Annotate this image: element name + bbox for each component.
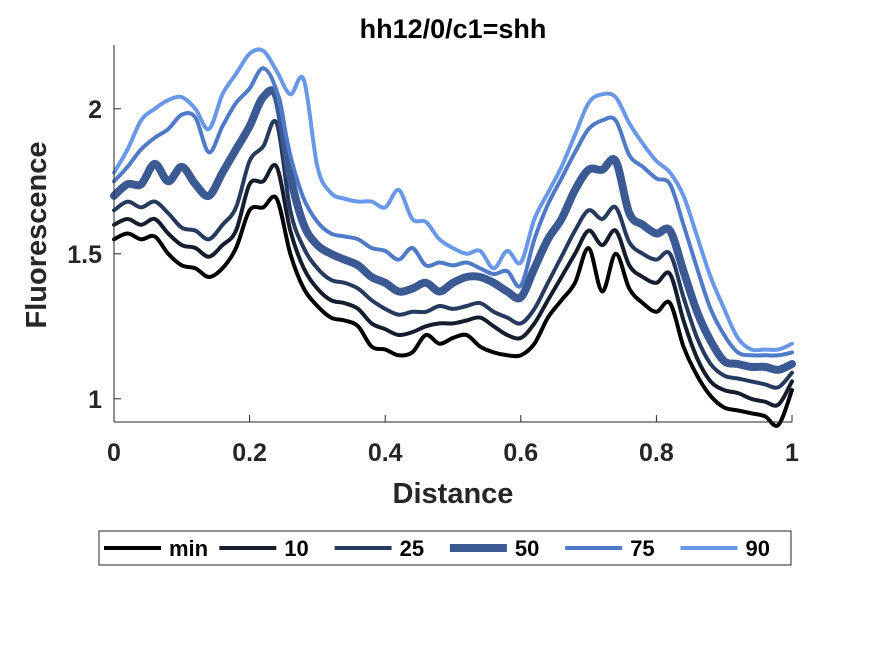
series-line-75 xyxy=(112,66,794,358)
x-tick-label: 0 xyxy=(107,439,121,467)
axes xyxy=(113,45,792,423)
x-tick-label: 0.2 xyxy=(232,439,267,467)
y-axis-label: Fluorescence xyxy=(21,142,53,329)
y-ticks: 11.52 xyxy=(67,96,121,414)
y-tick-label: 1 xyxy=(88,386,102,414)
x-tick-label: 0.4 xyxy=(368,439,403,467)
legend-label-75: 75 xyxy=(630,536,654,561)
x-ticks: 0 0.2 0.4 0.6 0.8 1 xyxy=(107,415,799,467)
series-line-10 xyxy=(112,162,794,408)
series-line-50 xyxy=(110,86,796,374)
legend-label-90: 90 xyxy=(746,536,770,561)
legend-label-50: 50 xyxy=(515,536,539,561)
x-tick-label: 1 xyxy=(785,439,799,467)
series-line-25 xyxy=(112,118,794,390)
x-tick-label: 0.6 xyxy=(503,439,538,467)
y-tick-label: 1.5 xyxy=(67,241,102,269)
x-axis-label: Distance xyxy=(393,478,514,510)
legend-label-10: 10 xyxy=(284,536,308,561)
legend-box xyxy=(98,530,792,566)
chart-title: hh12/0/c1=shh xyxy=(360,14,547,44)
plot-lines xyxy=(110,47,796,428)
legend: min 10 25 50 75 90 xyxy=(98,530,792,566)
y-tick-label: 2 xyxy=(88,96,102,124)
legend-label-min: min xyxy=(169,536,208,561)
x-tick-label: 0.8 xyxy=(639,439,674,467)
series-line-90 xyxy=(112,47,794,353)
legend-label-25: 25 xyxy=(400,536,424,561)
series-line-min xyxy=(112,194,794,428)
